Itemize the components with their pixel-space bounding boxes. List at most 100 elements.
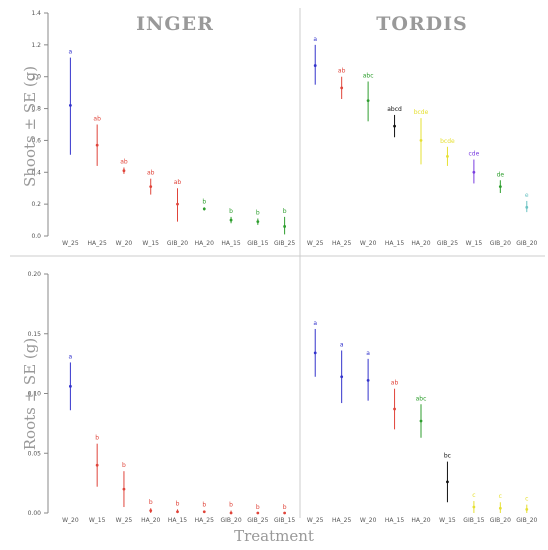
- x-tick-label: GIB_20: [516, 517, 537, 524]
- data-point: [340, 86, 344, 90]
- significance-letter: b: [283, 208, 287, 215]
- significance-letter: b: [229, 208, 233, 215]
- significance-letter: a: [69, 49, 73, 56]
- x-tick-label: HA_15: [221, 240, 240, 247]
- significance-letter: bc: [444, 453, 451, 460]
- significance-letter: a: [313, 36, 317, 43]
- significance-letter: b: [95, 435, 99, 442]
- data-point: [256, 511, 260, 515]
- data-point: [525, 205, 529, 209]
- x-tick-label: GIB_20: [490, 240, 511, 247]
- data-point: [340, 375, 344, 379]
- y-tick-label: 0.2: [31, 201, 41, 208]
- y-axis-label-shoots: Shoots ± SE (g): [21, 65, 39, 187]
- data-point: [283, 511, 287, 515]
- significance-letter: c: [525, 496, 528, 503]
- panel-title: INGER: [136, 13, 214, 35]
- x-tick-label: W_25: [307, 240, 324, 247]
- panel-title: TORDIS: [376, 13, 468, 35]
- y-tick-label: 0.00: [28, 510, 42, 517]
- data-point: [149, 509, 153, 513]
- data-point: [525, 508, 529, 511]
- x-tick-label: HA_20: [411, 240, 430, 247]
- x-tick-label: W_20: [360, 240, 377, 247]
- x-tick-label: GIB_20: [490, 517, 511, 524]
- data-point: [498, 506, 502, 510]
- x-tick-label: GIB_15: [247, 240, 268, 247]
- data-point: [419, 419, 423, 423]
- y-tick-label: 1.0: [31, 74, 41, 81]
- data-point: [122, 487, 126, 491]
- significance-letter: b: [256, 504, 260, 511]
- significance-letter: b: [202, 198, 206, 205]
- significance-letter: a: [313, 320, 317, 327]
- data-point: [95, 463, 99, 467]
- significance-letter: ab: [147, 170, 155, 177]
- significance-letter: ab: [391, 380, 399, 387]
- significance-letter: abc: [363, 72, 374, 79]
- y-tick-label: 0.15: [28, 331, 42, 338]
- significance-letter: ab: [120, 159, 128, 166]
- significance-letter: ab: [338, 68, 346, 75]
- significance-letter: abcd: [387, 106, 402, 113]
- data-point: [366, 378, 370, 382]
- significance-letter: ab: [93, 116, 101, 123]
- significance-letter: a: [340, 341, 344, 348]
- data-point: [283, 225, 287, 228]
- y-tick-label: 0.05: [28, 450, 42, 457]
- data-point: [446, 154, 449, 158]
- data-point: [202, 207, 206, 211]
- x-tick-label: W_15: [142, 240, 159, 247]
- data-point: [176, 510, 179, 514]
- data-point: [68, 384, 72, 388]
- significance-letter: c: [499, 493, 502, 500]
- x-tick-label: W_25: [116, 517, 133, 524]
- data-point: [498, 185, 502, 189]
- significance-letter: b: [122, 462, 126, 469]
- y-tick-label: 0.6: [31, 137, 41, 144]
- data-point: [472, 505, 476, 509]
- y-tick-label: 0.8: [31, 106, 41, 113]
- data-point: [176, 202, 179, 206]
- x-tick-label: W_20: [360, 517, 377, 524]
- data-point: [419, 139, 423, 142]
- y-tick-label: 0.20: [28, 271, 42, 278]
- significance-letter: a: [69, 353, 73, 360]
- y-tick-label: 1.4: [31, 10, 41, 17]
- x-tick-label: GIB_20: [220, 517, 241, 524]
- x-tick-label: W_20: [116, 240, 133, 247]
- x-tick-label: GIB_15: [274, 517, 295, 524]
- data-point: [68, 103, 72, 107]
- x-tick-label: HA_15: [385, 240, 404, 247]
- significance-letter: b: [229, 502, 233, 509]
- x-tick-label: W_15: [466, 240, 483, 247]
- x-tick-label: GIB_25: [437, 240, 458, 247]
- data-point: [366, 99, 370, 103]
- data-point: [229, 218, 233, 222]
- significance-letter: bcde: [440, 138, 455, 145]
- data-point: [313, 64, 317, 67]
- data-point: [393, 124, 396, 128]
- x-tick-label: W_15: [89, 517, 106, 524]
- significance-letter: ab: [174, 179, 182, 186]
- significance-letter: a: [366, 350, 370, 357]
- x-tick-label: HA_25: [195, 517, 214, 524]
- x-tick-label: GIB_20: [167, 240, 188, 247]
- x-tick-label: W_25: [62, 240, 79, 247]
- x-tick-label: HA_25: [332, 240, 351, 247]
- x-tick-label: GIB_15: [463, 517, 484, 524]
- data-point: [202, 510, 206, 514]
- x-tick-label: HA_15: [168, 517, 187, 524]
- y-tick-label: 1.2: [31, 42, 41, 49]
- x-tick-label: GIB_25: [274, 240, 295, 247]
- x-tick-label: HA_25: [332, 517, 351, 524]
- data-point: [313, 351, 317, 355]
- significance-letter: bcde: [414, 109, 429, 116]
- y-tick-label: 0.4: [31, 169, 41, 176]
- y-tick-label: 0.0: [31, 233, 41, 240]
- significance-letter: b: [283, 504, 287, 511]
- significance-letter: abc: [416, 395, 427, 402]
- x-tick-label: HA_15: [385, 517, 404, 524]
- x-tick-label: HA_20: [195, 240, 214, 247]
